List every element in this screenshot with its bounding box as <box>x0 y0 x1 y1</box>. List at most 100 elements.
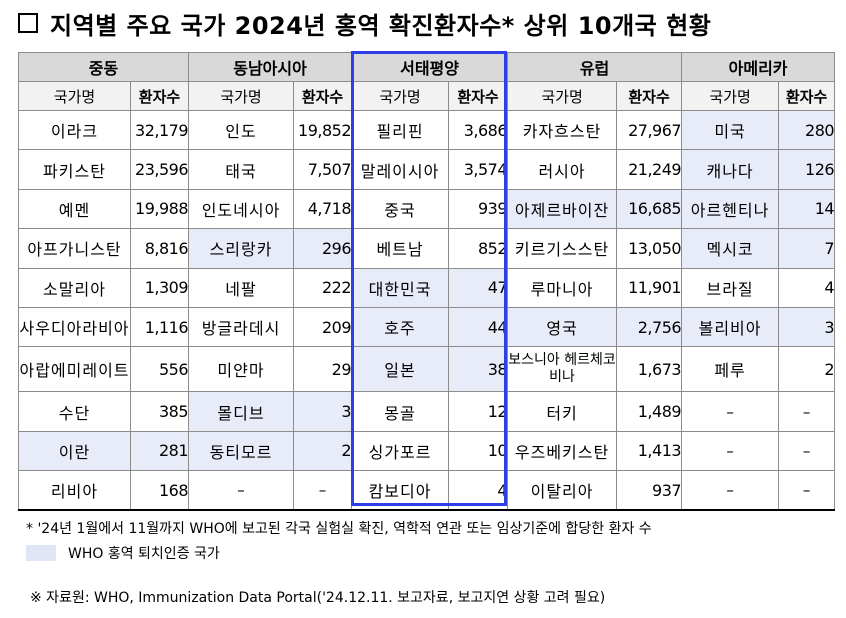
column-header-count: 환자수 <box>448 81 509 111</box>
region-header: 중동 <box>17 52 190 82</box>
case-count-cell: 47 <box>448 267 509 308</box>
table-row: 이란 281 동티모르 2 싱가포르 10 우즈베키스탄 1,413– – <box>18 430 836 472</box>
country-name-cell: 캐나다 <box>681 149 780 190</box>
case-count-cell: 937 <box>616 470 683 512</box>
case-count-cell: 16,685 <box>616 188 683 230</box>
case-count-cell: 12 <box>448 391 509 432</box>
country-name-cell: 일본 <box>351 346 450 393</box>
case-count-cell: – <box>778 470 836 512</box>
country-name-cell: 미국 <box>681 109 780 151</box>
country-name-cell: 방글라데시 <box>188 306 295 348</box>
country-name-cell: 보스니아 헤르체코비나 <box>507 346 618 393</box>
case-count-cell: 7 <box>778 228 836 269</box>
country-name-cell: 싱가포르 <box>351 430 450 472</box>
case-count-cell: 1,116 <box>129 306 190 348</box>
table-row: 이라크 32,179 인도 19,852 필리핀 3,686 카자흐스탄 27,967 미국 28… <box>18 109 836 151</box>
case-count-cell: 3,574 <box>448 149 509 190</box>
country-name-cell: 소말리아 <box>18 267 131 308</box>
country-name-cell: – <box>681 430 780 472</box>
country-name-cell: 카자흐스탄 <box>507 109 618 151</box>
case-count-cell: 2 <box>778 346 836 393</box>
footnote: * '24년 1월에서 11월까지 WHO에 보고된 각국 실험실 확진, 역학… <box>26 521 652 537</box>
case-count-cell: – <box>778 430 836 472</box>
table-row: 아랍에미레이트 556 미얀마 29 일본 38 보스니아 헤르체코비나 1,673 페루 2 <box>18 346 836 393</box>
table-row: 리비아 168– – 캄보디아 4 이탈리아 937– – <box>18 470 836 512</box>
case-count-cell: 281 <box>129 430 190 472</box>
region-header: 동남아시아 <box>188 52 353 82</box>
country-name-cell: 터키 <box>507 391 618 432</box>
column-header-name: 국가명 <box>351 81 450 111</box>
country-name-cell: 러시아 <box>507 149 618 190</box>
case-count-cell: 10 <box>448 430 509 472</box>
page-title: 지역별 주요 국가 2024년 홍역 확진환자수* 상위 10개국 현황 <box>18 6 711 40</box>
country-name-cell: 호주 <box>351 306 450 348</box>
country-name-cell: – <box>681 391 780 432</box>
column-header-count: 환자수 <box>293 81 353 111</box>
country-name-cell: 멕시코 <box>681 228 780 269</box>
legend-swatch <box>26 545 56 561</box>
table-row: 아프가니스탄 8,816 스리랑카 296 베트남 852 키르기스스탄 13,050 멕시코 7 <box>18 228 836 269</box>
case-count-cell: 296 <box>293 228 353 269</box>
table-row: 사우디아라비아 1,116 방글라데시 209 호주 44 영국 2,756 볼리비아 3 <box>18 306 836 348</box>
column-header-count: 환자수 <box>778 81 836 111</box>
case-count-cell: 385 <box>129 391 190 432</box>
country-name-cell: 사우디아라비아 <box>18 306 131 348</box>
country-name-cell: 동티모르 <box>188 430 295 472</box>
case-count-cell: 556 <box>129 346 190 393</box>
case-count-cell: 19,988 <box>129 188 190 230</box>
measles-table: 중동 동남아시아 서태평양 유럽 아메리카 국가명 환자수 국가명 환자수 국가명 환자수 국가명 환… <box>17 52 836 512</box>
country-name-cell: 필리핀 <box>351 109 450 151</box>
case-count-cell: 3,686 <box>448 109 509 151</box>
case-count-cell: 209 <box>293 306 353 348</box>
country-name-cell: 베트남 <box>351 228 450 269</box>
country-name-cell: 수단 <box>18 391 131 432</box>
source-note: ※ 자료원: WHO, Immunization Data Portal('24… <box>30 590 606 606</box>
case-count-cell: 32,179 <box>129 109 190 151</box>
case-count-cell: – <box>778 391 836 432</box>
country-name-cell: 말레이시아 <box>351 149 450 190</box>
region-header: 서태평양 <box>351 52 509 82</box>
case-count-cell: 11,901 <box>616 267 683 308</box>
country-name-cell: 브라질 <box>681 267 780 308</box>
column-header-name: 국가명 <box>188 81 295 111</box>
case-count-cell: 19,852 <box>293 109 353 151</box>
case-count-cell: 8,816 <box>129 228 190 269</box>
country-name-cell: 볼리비아 <box>681 306 780 348</box>
country-name-cell: 중국 <box>351 188 450 230</box>
country-name-cell: 루마니아 <box>507 267 618 308</box>
country-name-cell: 키르기스스탄 <box>507 228 618 269</box>
country-name-cell: 아랍에미레이트 <box>18 346 131 393</box>
case-count-cell: 14 <box>778 188 836 230</box>
country-name-cell: 태국 <box>188 149 295 190</box>
case-count-cell: 1,673 <box>616 346 683 393</box>
column-header-name: 국가명 <box>507 81 618 111</box>
case-count-cell: 168 <box>129 470 190 512</box>
checkbox-square-icon <box>18 13 38 33</box>
country-name-cell: 이라크 <box>18 109 131 151</box>
country-name-cell: 아제르바이잔 <box>507 188 618 230</box>
case-count-cell: 1,309 <box>129 267 190 308</box>
case-count-cell: 1,489 <box>616 391 683 432</box>
case-count-cell: – <box>293 470 353 512</box>
case-count-cell: 939 <box>448 188 509 230</box>
country-name-cell: 영국 <box>507 306 618 348</box>
region-header: 유럽 <box>507 52 683 82</box>
country-name-cell: 네팔 <box>188 267 295 308</box>
country-name-cell: 아프가니스탄 <box>18 228 131 269</box>
country-name-cell: 스리랑카 <box>188 228 295 269</box>
title-text: 지역별 주요 국가 2024년 홍역 확진환자수* 상위 10개국 현황 <box>50 11 712 40</box>
table-row: 소말리아 1,309 네팔 222 대한민국 47 루마니아 11,901 브라질 4 <box>18 267 836 308</box>
country-name-cell: 예멘 <box>18 188 131 230</box>
legend-label: WHO 홍역 퇴치인증 국가 <box>68 546 220 562</box>
country-name-cell: – <box>681 470 780 512</box>
case-count-cell: 4 <box>778 267 836 308</box>
country-name-cell: 미얀마 <box>188 346 295 393</box>
case-count-cell: 126 <box>778 149 836 190</box>
case-count-cell: 7,507 <box>293 149 353 190</box>
case-count-cell: 280 <box>778 109 836 151</box>
column-header-count: 환자수 <box>616 81 683 111</box>
region-header: 아메리카 <box>681 52 836 82</box>
case-count-cell: 3 <box>293 391 353 432</box>
case-count-cell: 13,050 <box>616 228 683 269</box>
table-row: 수단 385 몰디브 3 몽골 12 터키 1,489– – <box>18 391 836 432</box>
